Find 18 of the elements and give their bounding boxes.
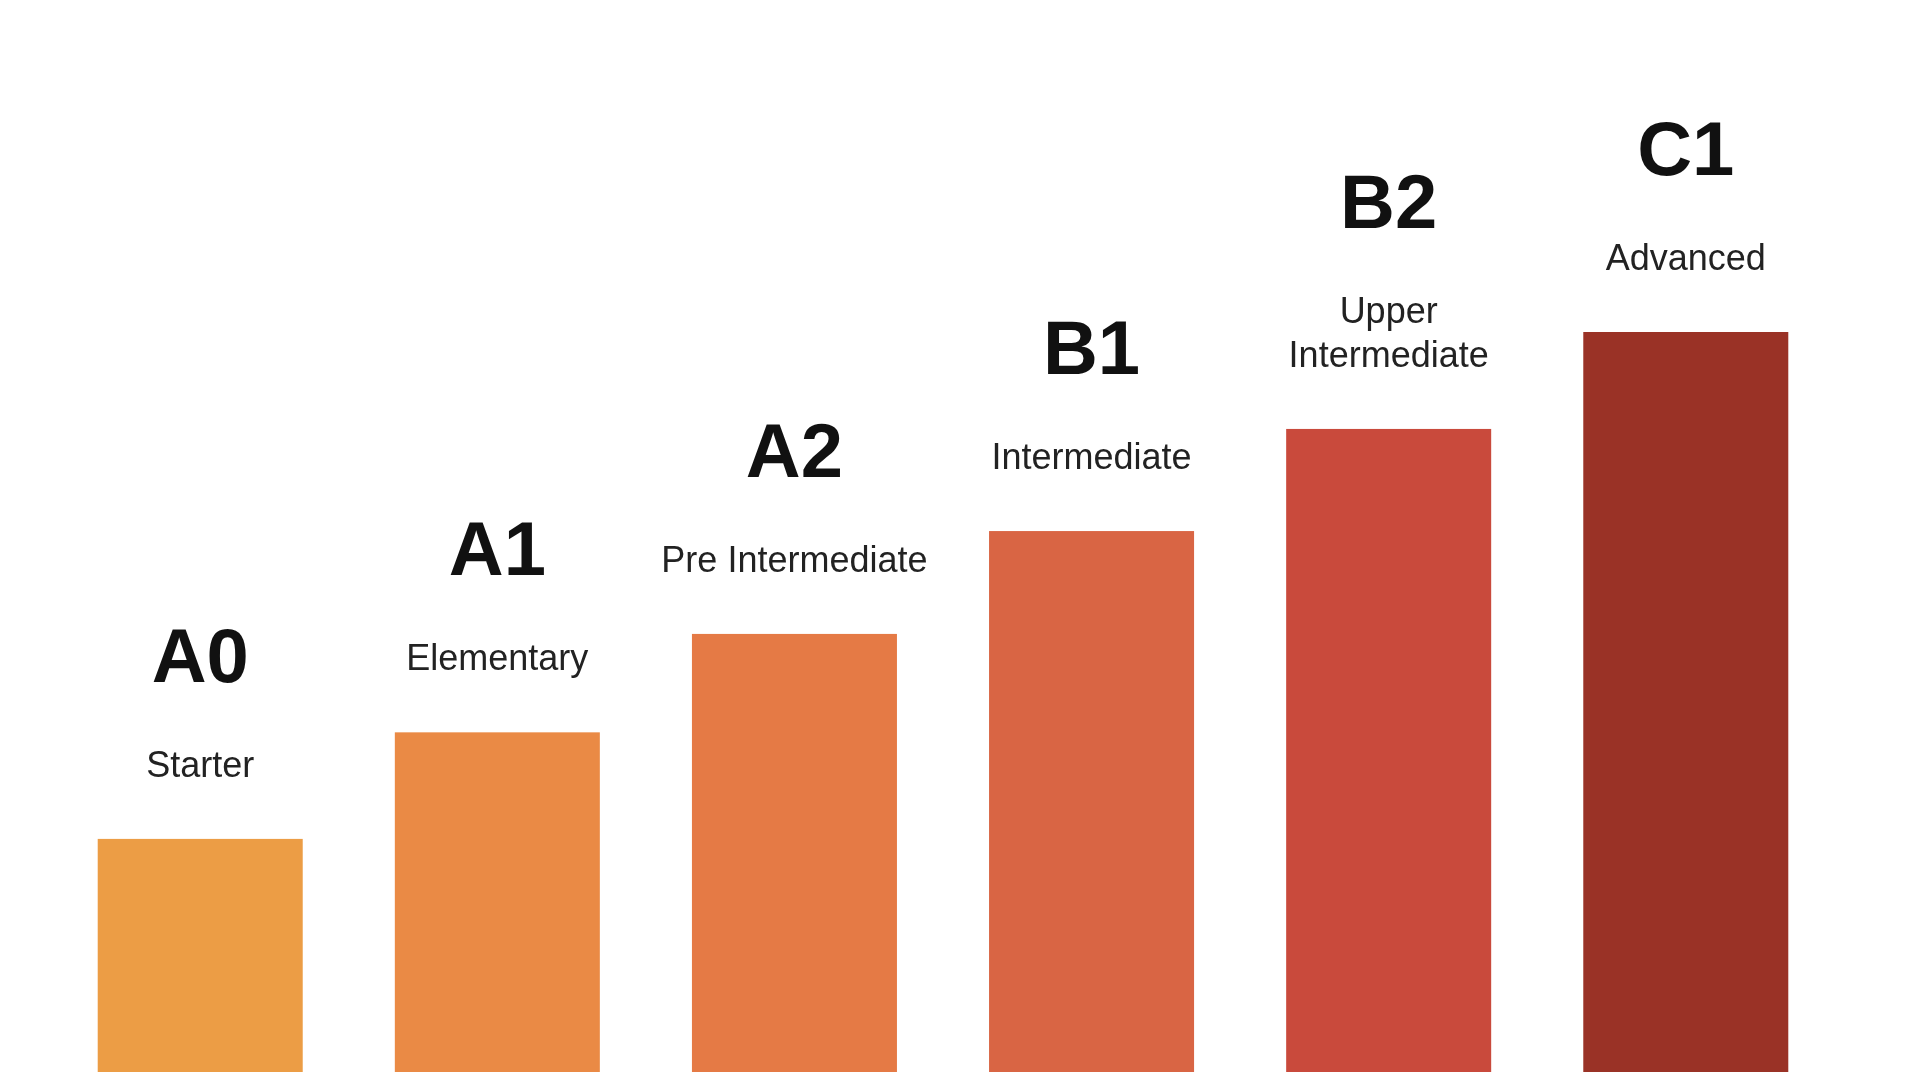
x-tick-label: B2 xyxy=(1340,158,1438,244)
annotation: Upper Intermediate xyxy=(1288,289,1489,375)
bar xyxy=(691,633,897,1072)
bar xyxy=(989,531,1195,1072)
x-tick-label: A2 xyxy=(745,407,844,493)
bar xyxy=(1583,332,1789,1072)
annotation: Pre Intermediate xyxy=(661,538,928,580)
bar xyxy=(97,838,303,1072)
annotation: Advanced xyxy=(1605,237,1766,278)
bar xyxy=(394,732,600,1072)
annotation: Intermediate xyxy=(991,436,1192,478)
annotation: Starter xyxy=(146,743,255,785)
x-tick-label: A1 xyxy=(448,506,546,592)
annotation: Elementary xyxy=(406,637,589,679)
x-tick-label: A0 xyxy=(151,612,249,698)
x-tick-label: B1 xyxy=(1042,305,1141,391)
bar xyxy=(1286,428,1492,1072)
x-tick-label: C1 xyxy=(1637,106,1735,191)
